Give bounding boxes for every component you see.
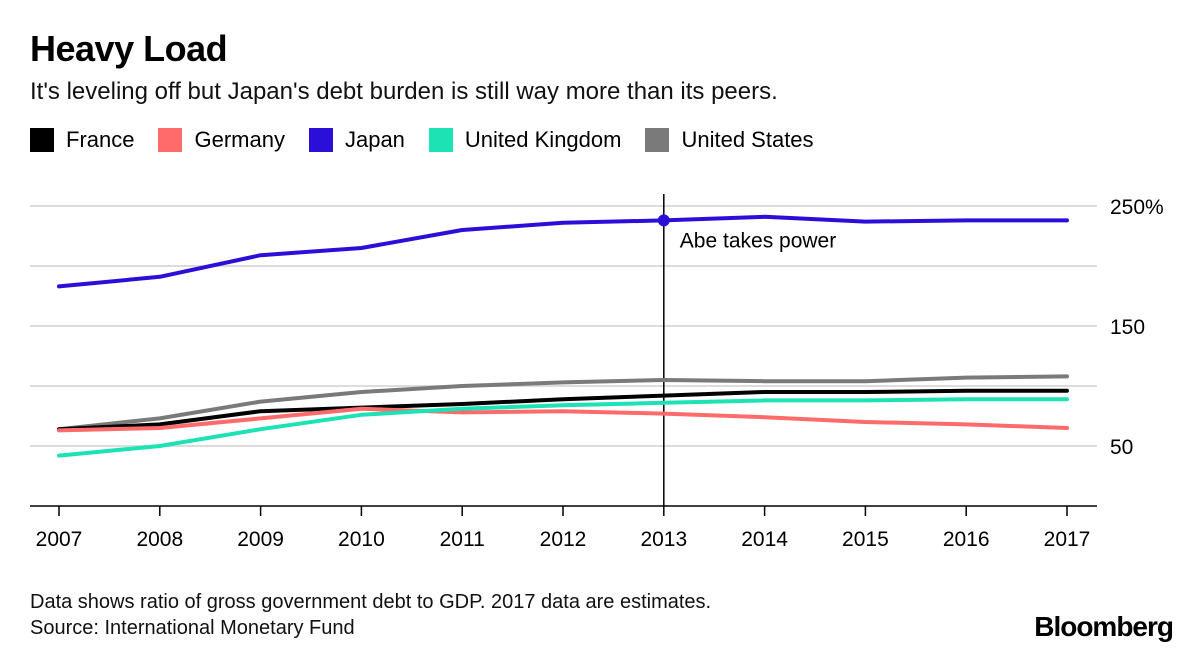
legend-label: United Kingdom: [464, 127, 622, 152]
legend-swatch: [428, 128, 453, 152]
series-line-france: [57, 388, 1069, 432]
x-tick-label: 2008: [136, 528, 183, 551]
legend-item-united-states: United States: [645, 127, 814, 153]
x-tick-label: 2011: [440, 528, 485, 551]
series-line-united-states: [57, 374, 1069, 432]
legend-item-germany: Germany: [158, 127, 285, 153]
x-tick-label: 2014: [741, 528, 788, 551]
series-line-japan: [57, 214, 1069, 289]
legend-swatch: [30, 128, 54, 152]
legend-item-japan: Japan: [308, 127, 405, 153]
legend-label: Japan: [344, 127, 405, 152]
legend-item-france: France: [30, 127, 134, 153]
bloomberg-logo: Bloomberg: [1034, 611, 1174, 642]
annotation-marker: [657, 214, 670, 227]
y-tick-label: 50: [1110, 436, 1133, 459]
footnote: Data shows ratio of gross government deb…: [30, 591, 712, 613]
series-line-united-kingdom: [57, 397, 1069, 458]
annotation-label: Abe takes power: [680, 229, 836, 252]
x-tick-label: 2015: [842, 528, 889, 551]
chart-subtitle: It's leveling off but Japan's debt burde…: [30, 78, 778, 105]
legend-swatch: [645, 128, 670, 152]
x-tick-label: 2017: [1044, 528, 1091, 551]
y-tick-label: 250%: [1110, 196, 1164, 219]
legend-swatch: [308, 128, 333, 152]
series-line-germany: [57, 406, 1069, 433]
x-tick-label: 2016: [943, 528, 990, 551]
x-tick-label: 2009: [237, 528, 284, 551]
x-tick-label: 2010: [338, 528, 385, 551]
x-tick-label: 2013: [640, 528, 687, 551]
legend-item-united-kingdom: United Kingdom: [428, 127, 622, 153]
y-tick-label: 150: [1110, 316, 1145, 339]
legend: France Germany Japan United Kingdom United S…: [30, 127, 838, 153]
chart-title: Heavy Load: [30, 28, 228, 69]
legend-label: United States: [681, 127, 814, 152]
source-note: Source: International Monetary Fund: [30, 617, 355, 639]
legend-label: France: [66, 127, 135, 152]
x-tick-label: 2012: [540, 528, 587, 551]
legend-swatch: [158, 128, 183, 152]
legend-label: Germany: [194, 127, 285, 152]
x-tick-label: 2007: [36, 528, 83, 551]
